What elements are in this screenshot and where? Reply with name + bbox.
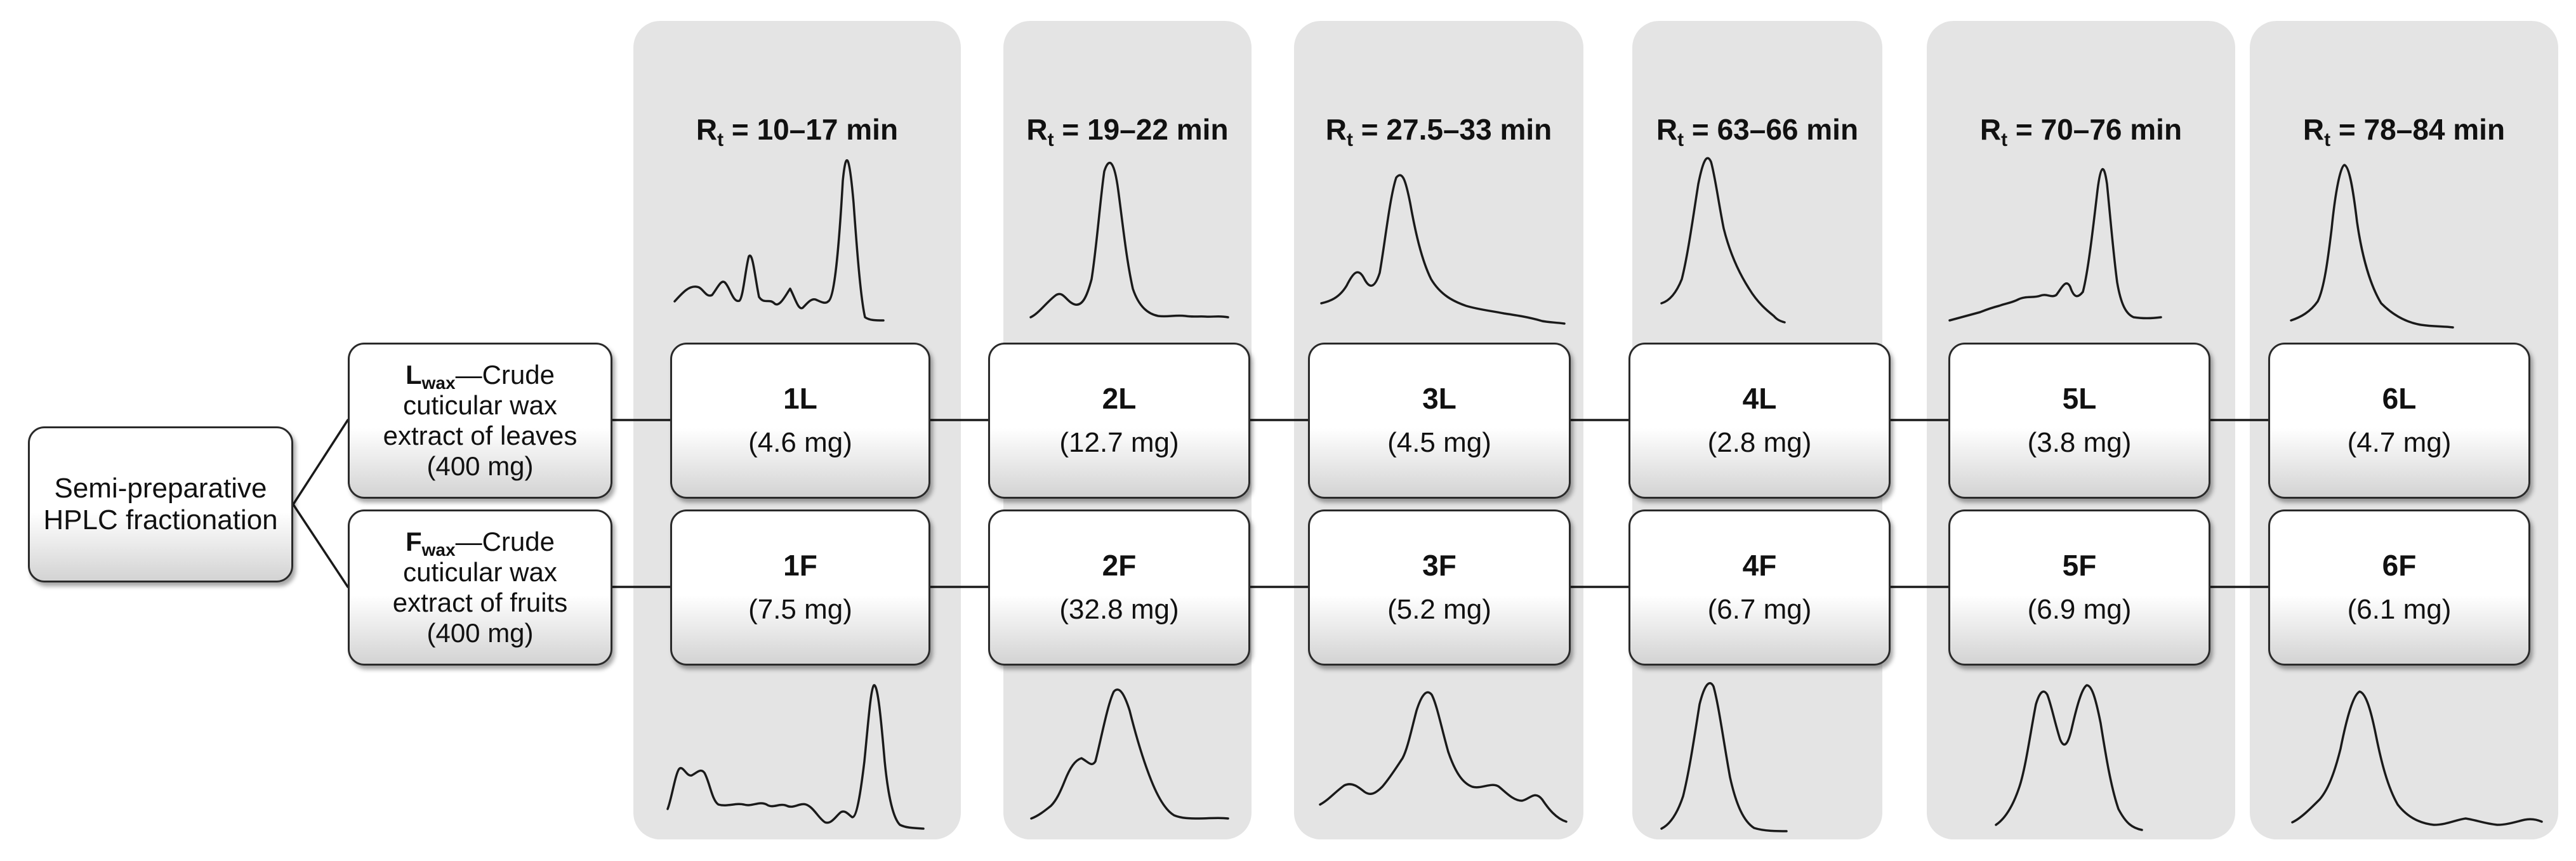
fraction-id: 5L: [2062, 382, 2097, 415]
chromatogram-2F: [1030, 688, 1229, 820]
fraction-mass: (2.8 mg): [1707, 427, 1812, 458]
fraction-mass: (32.8 mg): [1059, 594, 1179, 625]
chromatogram-5F: [1995, 684, 2143, 831]
branch-connector-leaves: [292, 419, 349, 506]
fraction-box-3L: 3L (4.5 mg): [1308, 343, 1571, 499]
root-label-line1: Semi-preparative: [54, 473, 267, 504]
fraction-id: 3L: [1422, 382, 1456, 415]
chromatogram-4L: [1660, 157, 1786, 324]
chromatogram-2L: [1029, 162, 1229, 319]
fraction-id: 6L: [2382, 382, 2417, 415]
chromatogram-1L: [673, 159, 885, 322]
chromatogram-5L: [1948, 168, 2162, 322]
fraction-mass: (7.5 mg): [748, 594, 852, 625]
fraction-id: 1L: [783, 382, 817, 415]
fraction-mass: (6.1 mg): [2347, 594, 2452, 625]
fraction-mass: (6.7 mg): [1707, 594, 1812, 625]
chromatogram-4F: [1660, 682, 1788, 832]
fraction-id: 2L: [1102, 382, 1137, 415]
fraction-mass: (12.7 mg): [1059, 427, 1179, 458]
retention-time-1: Rt = 10–17 min: [696, 113, 899, 150]
chromatogram-3F: [1319, 691, 1568, 823]
fraction-box-5L: 5L (3.8 mg): [1948, 343, 2210, 499]
source-fruits-line4: (400 mg): [426, 618, 534, 648]
root-hplc-box: Semi-preparative HPLC fractionation: [28, 426, 293, 582]
fraction-box-4F: 4F (6.7 mg): [1628, 509, 1891, 666]
fraction-id: 1F: [783, 549, 817, 582]
source-leaves-line4: (400 mg): [426, 451, 534, 481]
root-label-line2: HPLC fractionation: [43, 504, 278, 536]
fraction-mass: (5.2 mg): [1387, 594, 1491, 625]
source-leaves-line2: cuticular wax: [403, 390, 557, 420]
fraction-box-6F: 6F (6.1 mg): [2268, 509, 2530, 666]
source-fruits-line2: cuticular wax: [403, 557, 557, 587]
source-leaves-line1: Lwax—Crude: [406, 360, 555, 393]
chromatogram-3L: [1320, 174, 1566, 325]
fraction-box-4L: 4L (2.8 mg): [1628, 343, 1891, 499]
retention-time-4: Rt = 63–66 min: [1656, 113, 1859, 150]
branch-connector-fruits: [292, 503, 349, 588]
fraction-box-5F: 5F (6.9 mg): [1948, 509, 2210, 666]
source-fruits-line3: extract of fruits: [392, 588, 568, 617]
fraction-mass: (4.7 mg): [2347, 427, 2452, 458]
fraction-box-2L: 2L (12.7 mg): [988, 343, 1250, 499]
retention-time-3: Rt = 27.5–33 min: [1325, 113, 1552, 150]
chromatogram-1F: [666, 684, 925, 830]
fraction-box-1F: 1F (7.5 mg): [670, 509, 930, 666]
fraction-id: 6F: [2382, 549, 2417, 582]
chromatogram-6F: [2291, 690, 2543, 826]
fraction-box-3F: 3F (5.2 mg): [1308, 509, 1571, 666]
retention-time-5: Rt = 70–76 min: [1979, 113, 2183, 150]
fraction-id: 5F: [2062, 549, 2097, 582]
chromatogram-6L: [2290, 164, 2454, 329]
fraction-id: 4F: [1742, 549, 1777, 582]
source-box-fruits: Fwax—Crude cuticular wax extract of frui…: [348, 509, 612, 666]
fraction-box-2F: 2F (32.8 mg): [988, 509, 1250, 666]
fraction-mass: (3.8 mg): [2027, 427, 2132, 458]
fraction-box-6L: 6L (4.7 mg): [2268, 343, 2530, 499]
fraction-box-1L: 1L (4.6 mg): [670, 343, 930, 499]
source-leaves-line3: extract of leaves: [383, 421, 578, 450]
fraction-id: 4L: [1742, 382, 1777, 415]
source-box-leaves: Lwax—Crude cuticular wax extract of leav…: [348, 343, 612, 499]
fraction-mass: (6.9 mg): [2027, 594, 2132, 625]
retention-time-6: Rt = 78–84 min: [2302, 113, 2506, 150]
fraction-id: 2F: [1102, 549, 1137, 582]
source-fruits-line1: Fwax—Crude: [406, 527, 555, 560]
fraction-id: 3F: [1422, 549, 1456, 582]
retention-time-2: Rt = 19–22 min: [1026, 113, 1229, 150]
fraction-mass: (4.6 mg): [748, 427, 852, 458]
fraction-mass: (4.5 mg): [1387, 427, 1491, 458]
